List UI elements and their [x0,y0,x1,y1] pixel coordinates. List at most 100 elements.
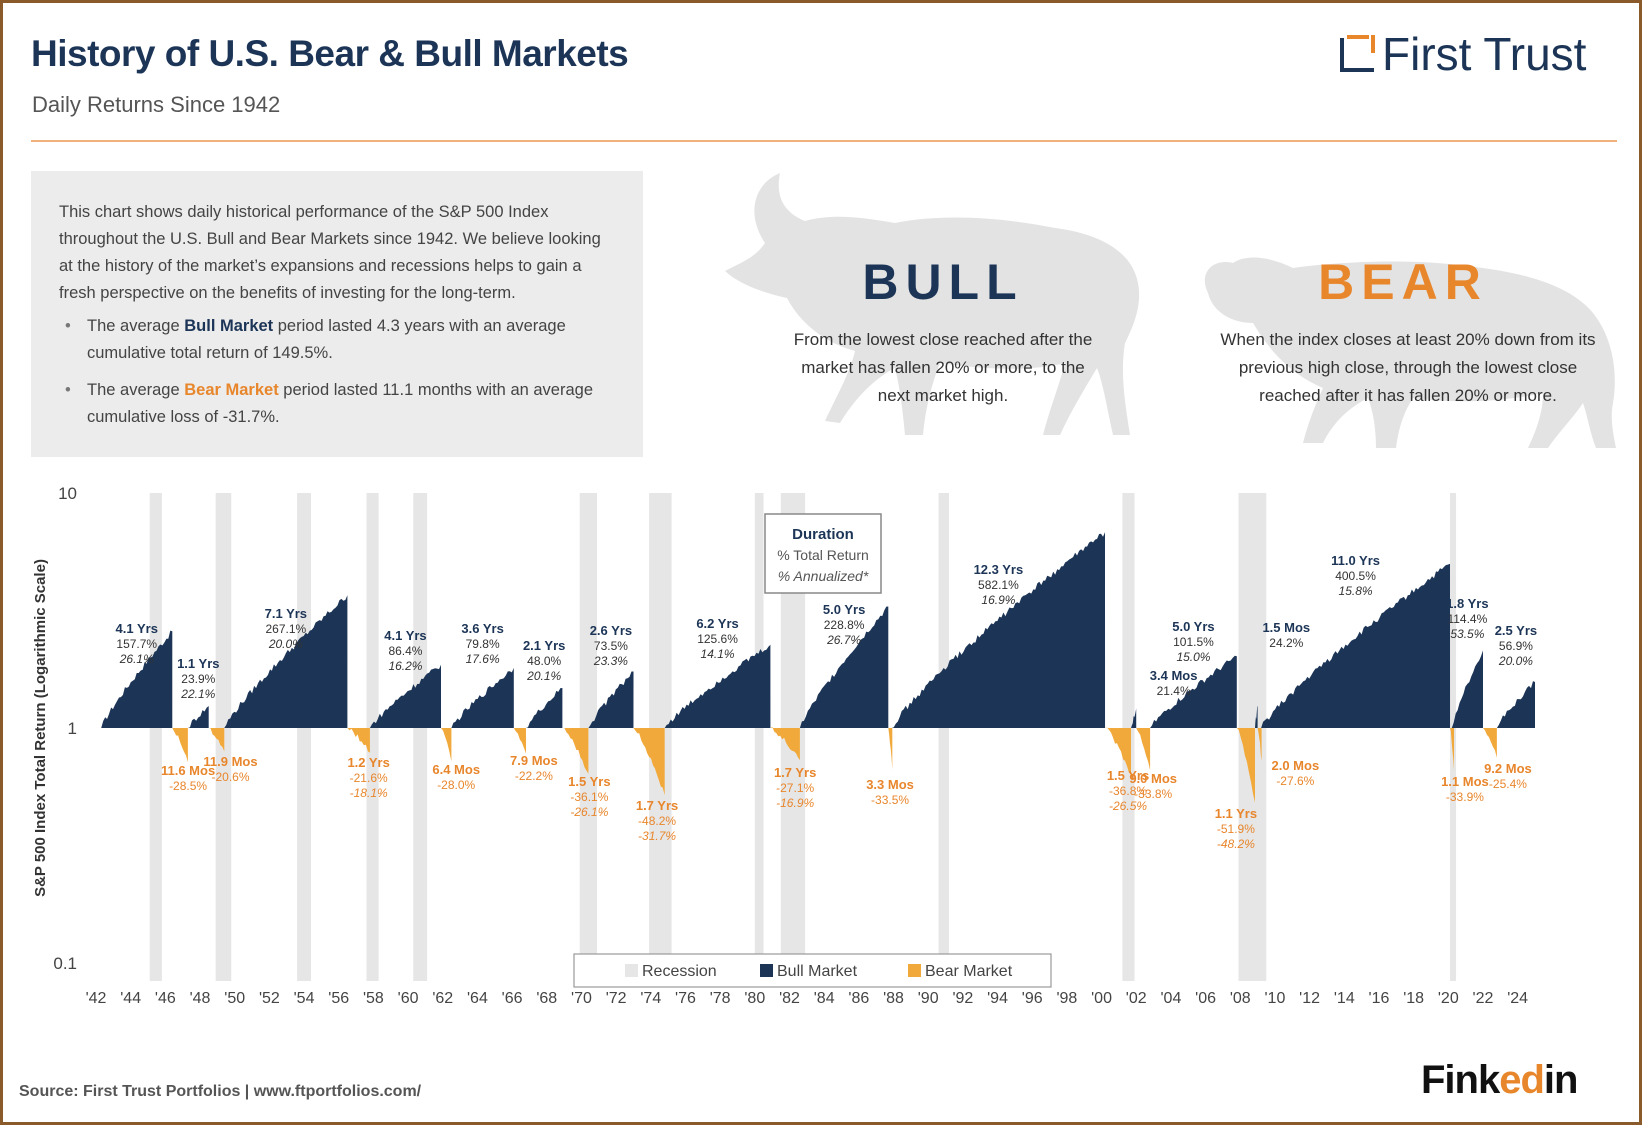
x-tick-label: '70 [571,990,592,1007]
x-tick-label: '90 [918,990,939,1007]
x-tick-label: '80 [744,990,765,1007]
bear-market-area [888,728,893,770]
bull-market-area [1496,681,1535,728]
x-tick-label: '50 [224,990,245,1007]
bull-return-label: 23.9% [181,672,215,686]
x-tick-label: '00 [1091,990,1112,1007]
duration-callout: Duration % Total Return % Annualized* [764,513,882,594]
bear-definition: When the index closes at least 20% down … [1220,330,1596,405]
callout-line2: % Total Return [777,547,869,563]
brand-accent: ed [1499,1058,1545,1102]
x-tick-label: '10 [1265,990,1286,1007]
chart-axes: 10 1 0.1 S&P 500 Index Total Return (Logari… [32,484,1528,1007]
bear-return-label: -27.6% [1276,774,1314,788]
first-trust-logo: First Trust [1340,28,1625,83]
legend-swatch-bear [908,964,921,977]
x-tick-label: '82 [779,990,800,1007]
bear-market-area [208,728,225,752]
x-tick-label: '64 [467,990,488,1007]
bull-annualized-label: 14.1% [701,647,735,661]
bear-return-label: -36.1% [570,790,608,804]
source-note: Source: First Trust Portfolios | www.ftp… [19,1083,422,1100]
x-tick-label: '12 [1299,990,1320,1007]
bull-market-area [664,644,771,728]
bull-average-bullet: The average Bull Market period lasted 4.… [65,313,615,367]
bear-return-label: -21.6% [350,771,388,785]
bull-market-highlight: Bull Market [184,317,274,335]
bear-duration-label: 11.6 Mos [161,763,215,778]
bear-market-area [172,728,188,763]
x-tick-label: '22 [1473,990,1494,1007]
bull-market-area [1451,650,1483,728]
bull-duration-label: 7.1 Yrs [265,606,307,621]
header-divider [31,140,1617,142]
bear-duration-label: 1.1 Mos [1441,774,1489,789]
bull-return-label: 48.0% [527,654,561,668]
bull-definition: From the lowest close reached after the … [793,330,1093,405]
finkedin-logo: Finkedin [1421,1058,1578,1103]
x-tick-label: '44 [120,990,141,1007]
x-tick-label: '58 [363,990,384,1007]
bear-return-label: -33.8% [1134,787,1172,801]
bear-annualized-label: -26.1% [570,805,608,819]
bear-return-label: -28.0% [437,778,475,792]
x-tick-label: '14 [1334,990,1355,1007]
x-tick-label: '62 [432,990,453,1007]
x-tick-label: '02 [1126,990,1147,1007]
bull-annualized-label: 16.9% [981,593,1015,607]
x-tick-label: '78 [710,990,731,1007]
bear-duration-label: 11.9 Mos [203,754,257,769]
page-title: History of U.S. Bear & Bull Markets [31,33,629,74]
bear-market-area [1136,728,1151,771]
recession-band [938,493,949,981]
y-axis-label: S&P 500 Index Total Return (Logarithmic … [32,559,49,897]
bull-return-label: 582.1% [978,578,1019,592]
bear-annualized-label: -31.7% [638,829,676,843]
bull-market-area [187,706,209,728]
bull-return-label: 56.9% [1499,639,1533,653]
legend-swatch-recession [625,964,638,977]
bull-return-label: 125.6% [697,632,738,646]
bear-market-area [1236,728,1256,803]
x-tick-label: '08 [1230,990,1251,1007]
bear-return-label: -36.8% [1109,784,1147,798]
callout-box [764,513,882,594]
bull-annualized-label: 16.2% [388,659,422,673]
bull-duration-label: 1.8 Yrs [1446,596,1488,611]
bull-annualized-label: 26.7% [826,633,861,647]
recession-band [149,493,162,981]
bull-annualized-label: 20.0% [1498,654,1533,668]
bull-duration-label: 12.3 Yrs [974,562,1024,577]
bear-annualized-label: -16.9% [776,796,814,810]
bear-market-area [1450,728,1455,771]
y-tick-label: 1 [68,719,77,738]
bear-duration-label: 6.4 Mos [432,762,480,777]
bull-return-label: 21.4% [1157,684,1191,698]
bull-annualized-label: 26.1% [119,652,154,666]
x-tick-label: '24 [1507,990,1528,1007]
bear-market-area [1105,727,1132,775]
bear-silhouette-icon [1204,257,1616,448]
bear-market-area [770,727,800,761]
bear-market-area [562,728,589,774]
recession-band [297,493,311,981]
bear-duration-label: 1.5 Yrs [1107,768,1149,783]
x-tick-label: '96 [1022,990,1043,1007]
bull-annualized-label: 15.8% [1339,584,1373,598]
bull-silhouette-icon [725,173,1140,435]
bull-market-area [1131,708,1137,728]
bear-duration-label: 9.2 Mos [1484,761,1532,776]
bull-duration-label: 11.0 Yrs [1331,553,1380,568]
bull-return-label: 101.5% [1173,635,1214,649]
x-tick-label: '84 [814,990,835,1007]
logo-text: First Trust [1382,28,1587,80]
bear-return-label: -33.5% [871,793,909,807]
recession-band [754,493,764,981]
legend-label-bear: Bear Market [925,963,1013,980]
bull-market-area [451,668,514,728]
page-subtitle: Daily Returns Since 1942 [32,92,281,117]
logo-mark-icon [1340,35,1375,72]
bear-return-label: -27.1% [776,781,814,795]
bear-duration-label: 2.0 Mos [1271,758,1319,773]
